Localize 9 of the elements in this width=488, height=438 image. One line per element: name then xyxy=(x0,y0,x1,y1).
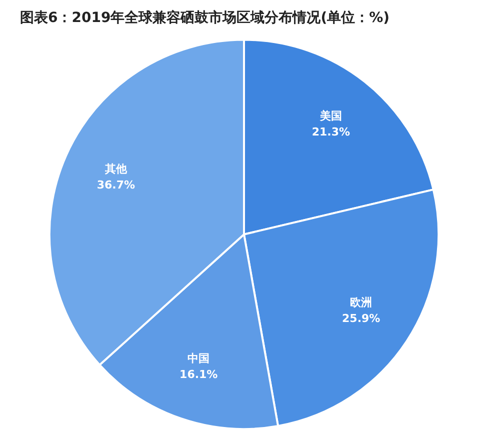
data-label: 25.9% xyxy=(342,312,380,326)
data-label: 36.7% xyxy=(96,178,136,192)
data-label: 16.1% xyxy=(180,368,218,381)
slice-label: 美国 xyxy=(318,109,342,122)
chart-title: 图表6：2019年全球兼容硒鼓市场区域分布情况(单位：%) xyxy=(20,9,390,26)
slice-label: 中国 xyxy=(188,352,210,365)
data-label: 21.3% xyxy=(312,125,350,138)
slice-label: 欧洲 xyxy=(350,296,372,310)
slice-label: 其他 xyxy=(104,162,128,176)
